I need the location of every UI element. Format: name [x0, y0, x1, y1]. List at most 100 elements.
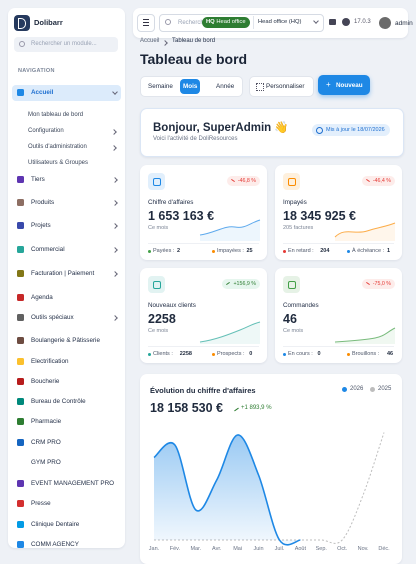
legend-dot — [342, 387, 347, 392]
chevron — [112, 89, 118, 95]
kpi-card: -75,0 % Commandes 46 Ce mois En cours : 0 Brou… — [275, 268, 402, 363]
menu-icon — [17, 459, 24, 466]
menu-item[interactable]: Boucherie — [12, 374, 121, 390]
legend-label[interactable]: 2025 — [378, 386, 392, 392]
global-search[interactable]: Recherche HQ Head office Head office (HQ) — [159, 14, 324, 32]
menu-item[interactable]: Projets — [12, 218, 121, 234]
chart-plot: Jan. Fév. Mar. Avr. Mai Juin Juil. Août Sep. Oct.… — [149, 432, 390, 552]
customize-button[interactable]: Personnaliser — [249, 76, 314, 97]
breadcrumb-item[interactable]: Accueil — [140, 38, 160, 44]
trend-badge: -46,4 % — [361, 176, 395, 186]
stat-dot — [148, 353, 151, 356]
trend-badge: -46,8 % — [226, 176, 260, 186]
submenu-item[interactable]: Configuration — [28, 126, 120, 138]
kpi-icon-glyph — [153, 281, 161, 289]
period-switch: Semaine Mois Année — [140, 76, 243, 97]
period-label: Année — [216, 83, 235, 90]
submenu-item[interactable]: Mon tableau de bord — [28, 110, 120, 122]
kpi-value: 1 653 163 € — [148, 209, 215, 223]
entity-select[interactable]: Head office (HQ) — [253, 16, 320, 29]
period-tab[interactable]: Année — [213, 79, 237, 94]
sparkline-fill — [200, 220, 260, 241]
menu-item[interactable]: Accueil — [12, 85, 121, 101]
avatar[interactable] — [379, 17, 391, 29]
menu-item[interactable]: EVENT MANAGEMENT PRO — [12, 476, 121, 492]
menu-item[interactable]: Tiers — [12, 172, 121, 188]
kpi-value: 2258 — [148, 312, 176, 326]
stat-dot — [283, 250, 286, 253]
chevron — [313, 18, 319, 24]
submenu-item[interactable]: Outils d'administration — [28, 142, 120, 154]
menu-item[interactable]: Pharmacie — [12, 414, 121, 430]
stat-value: 204 — [320, 248, 330, 254]
stat-dot — [148, 250, 151, 253]
menu-label: Clinique Dentaire — [31, 521, 80, 528]
print-icon[interactable] — [329, 19, 336, 25]
chevron — [112, 315, 118, 321]
menu-icon — [17, 246, 24, 253]
sparkline-layer — [334, 222, 396, 241]
breadcrumb-current: Tableau de bord — [172, 38, 216, 44]
search-placeholder: Rechercher un module... — [31, 41, 97, 47]
stat-label: Impayées : — [217, 248, 244, 254]
menu-item[interactable]: Commercial — [12, 242, 121, 258]
sparkline-layer — [334, 327, 396, 344]
menu-label: Accueil — [31, 89, 54, 96]
period-tab[interactable]: Semaine — [145, 79, 176, 94]
menu-item[interactable]: Facturation | Paiement — [12, 266, 121, 282]
menu-label: CRM PRO — [31, 439, 61, 446]
stat-label: En retard : — [288, 248, 314, 254]
menu-label: Outils spéciaux — [31, 314, 74, 321]
menu-item[interactable]: Agenda — [12, 290, 121, 306]
menu-item[interactable]: Presse — [12, 496, 121, 512]
menu-label: Boulangerie & Pâtisserie — [31, 337, 100, 344]
menu-icon — [17, 222, 24, 229]
chevron — [112, 200, 118, 206]
legend-label[interactable]: 2026 — [350, 386, 364, 392]
menu-item[interactable]: COMM AGENCY — [12, 537, 121, 553]
new-label: Nouveau — [336, 82, 363, 89]
search-icon — [19, 41, 25, 47]
menu-item[interactable]: Outils spéciaux — [12, 310, 121, 326]
trend-badge: -75,0 % — [361, 279, 395, 289]
section-label: NAVIGATION — [18, 68, 55, 74]
menu-item[interactable]: Produits — [12, 195, 121, 211]
stat-dot — [347, 250, 350, 253]
kpi-card: +156,9 % Nouveaux clients 2258 Ce mois Clien… — [140, 268, 267, 363]
menu-item[interactable]: GYM PRO — [12, 455, 121, 471]
stat-dot — [283, 353, 286, 356]
menu-item[interactable]: Electrification — [12, 354, 121, 370]
sparkline — [334, 222, 396, 238]
sparkline-fill — [335, 328, 395, 344]
kpi-icon-glyph — [288, 178, 296, 186]
stat-value: 2258 — [179, 351, 192, 357]
x-tick-label: Oct. — [337, 546, 348, 552]
entity-code: HQ — [206, 19, 215, 25]
welcome-card: Bonjour, SuperAdmin 👋 Voici l'activité de… — [140, 108, 404, 157]
submenu-item[interactable]: Utilisateurs & Groupes — [28, 158, 120, 170]
module-search[interactable]: Rechercher un module... — [14, 37, 118, 52]
menu-label: EVENT MANAGEMENT PRO — [31, 480, 115, 487]
line — [153, 434, 301, 546]
menu-item[interactable]: CRM PRO — [12, 435, 121, 451]
chevron — [111, 145, 117, 151]
kpi-icon — [283, 276, 300, 293]
legend-dot — [370, 387, 375, 392]
x-tick-label: Jan. — [149, 546, 160, 552]
menu-label: Pharmacie — [31, 418, 62, 425]
menu-toggle[interactable] — [137, 14, 155, 32]
menu-item[interactable]: Boulangerie & Pâtisserie — [12, 333, 121, 349]
menu-icon — [17, 176, 24, 183]
menu-item[interactable]: Bureau de Contrôle — [12, 394, 121, 410]
period-tab[interactable]: Mois — [180, 79, 201, 94]
brand: Dolibarr — [34, 18, 63, 27]
help-icon[interactable] — [342, 18, 350, 26]
new-button[interactable]: + Nouveau — [318, 75, 370, 95]
trend-value: -46,8 % — [237, 178, 256, 184]
welcome-subtitle: Voici l'activité de DoliResources — [153, 136, 238, 142]
card-divider — [148, 243, 259, 244]
menu-item[interactable]: Clinique Dentaire — [12, 517, 121, 533]
kpi-card: -46,8 % Chiffre d'affaires 1 653 163 € Ce m… — [140, 165, 267, 260]
chevron — [112, 223, 118, 229]
